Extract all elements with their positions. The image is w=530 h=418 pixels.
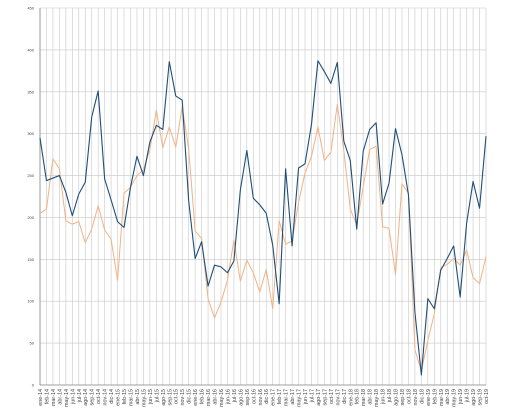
x-tick-label: oct-18: [406, 389, 412, 404]
x-tick-label: feb-19: [432, 389, 438, 404]
x-tick-labels: ene-14 feb-14 mar-14 abr-14 may-14 jun-14 jul-…: [38, 389, 490, 407]
y-tick-label: 100: [27, 299, 34, 304]
x-tick-label: mar-16: [206, 389, 212, 406]
x-tick-label: mar-14: [51, 389, 57, 406]
x-tick-label: dic-15: [187, 389, 193, 404]
x-tick-label: sep-15: [167, 389, 173, 405]
x-tick-label: may-17: [297, 389, 303, 407]
x-tick-label: ene-17: [271, 389, 277, 406]
x-tick-label: abr-19: [445, 389, 451, 405]
y-tick-label: 0: [32, 383, 35, 388]
x-tick-label: nov-18: [413, 389, 419, 405]
x-tick-label: jul-16: [232, 389, 238, 403]
axes: [39, 8, 486, 386]
x-tick-label: sep-17: [322, 389, 328, 405]
y-tick-labels: 0 50 100 150 200 250 300 350 400 450: [27, 6, 34, 388]
x-tick-label: dic-18: [419, 389, 425, 404]
x-tick-label: oct-19: [484, 389, 490, 404]
x-tick-label: jul-18: [387, 389, 393, 403]
x-tick-label: dic-14: [109, 389, 115, 404]
x-tick-label: ago-14: [83, 389, 89, 406]
x-tick-label: may-15: [141, 389, 147, 407]
x-tick-label: oct-14: [96, 389, 102, 404]
x-tick-label: abr-18: [368, 389, 374, 405]
x-tick-label: jun-14: [70, 389, 76, 405]
x-tick-label: feb-14: [44, 389, 50, 404]
x-tick-label: mar-17: [284, 389, 290, 406]
x-tick-label: abr-15: [135, 389, 141, 405]
x-tick-label: nov-17: [335, 389, 341, 405]
x-tick-label: ene-14: [38, 389, 44, 406]
x-tick-label: ago-16: [238, 389, 244, 406]
x-tick-label: ene-18: [348, 389, 354, 406]
x-tick-label: ene-16: [193, 389, 199, 406]
x-tick-label: ago-17: [316, 389, 322, 406]
x-tick-label: jun-19: [458, 389, 464, 405]
y-tick-label: 50: [30, 341, 35, 346]
y-tick-label: 450: [27, 6, 34, 11]
x-tick-label: mar-15: [128, 389, 134, 406]
x-tick-label: abr-14: [57, 389, 63, 405]
x-tick-label: may-16: [219, 389, 225, 407]
x-tick-label: feb-16: [200, 389, 206, 404]
x-tick-label: nov-15: [180, 389, 186, 405]
x-tick-label: oct-15: [174, 389, 180, 404]
x-tick-label: ago-19: [471, 389, 477, 406]
x-tick-label: mar-18: [361, 389, 367, 406]
y-tick-label: 150: [27, 257, 34, 262]
x-tick-label: feb-17: [277, 389, 283, 404]
x-tick-label: jul-14: [77, 389, 83, 403]
x-tick-label: ene-19: [426, 389, 432, 406]
horizontal-gridlines: [40, 7, 486, 386]
x-tick-label: nov-14: [103, 389, 109, 405]
x-tick-label: dic-17: [342, 389, 348, 404]
x-tick-label: jul-17: [309, 389, 315, 403]
x-tick-label: dic-16: [264, 389, 270, 404]
x-tick-label: nov-16: [258, 389, 264, 405]
y-tick-label: 200: [27, 215, 34, 220]
x-tick-label: abr-17: [290, 389, 296, 405]
x-tick-label: jun-15: [148, 389, 154, 405]
series-lines: [39, 60, 487, 376]
x-tick-label: ene-15: [116, 389, 122, 406]
x-tick-label: jul-19: [465, 389, 471, 403]
x-tick-label: oct-16: [251, 389, 257, 404]
x-tick-label: may-18: [374, 389, 380, 407]
x-tick-label: feb-15: [122, 389, 128, 404]
y-tick-label: 350: [27, 89, 34, 94]
x-tick-label: sep-16: [245, 389, 251, 405]
y-tick-label: 400: [27, 47, 34, 52]
x-tick-label: ago-18: [394, 389, 400, 406]
x-tick-label: sep-14: [90, 389, 96, 405]
x-tick-label: sep-19: [478, 389, 484, 405]
x-tick-label: oct-17: [329, 389, 335, 404]
x-tick-label: abr-16: [213, 389, 219, 405]
x-tick-label: sep-18: [400, 389, 406, 405]
x-tick-label: may-19: [452, 389, 458, 407]
x-tick-label: feb-18: [355, 389, 361, 404]
series-line-2: [39, 103, 487, 372]
x-tick-label: ago-15: [161, 389, 167, 406]
x-tick-label: jun-17: [303, 389, 309, 405]
vertical-gridlines: [39, 8, 487, 385]
y-tick-label: 250: [27, 173, 34, 178]
series-line-1: [39, 60, 487, 376]
x-tick-label: jul-15: [154, 389, 160, 403]
x-tick-label: jun-16: [225, 389, 231, 405]
x-tick-label: mar-19: [439, 389, 445, 406]
y-tick-label: 300: [27, 131, 34, 136]
x-tick-label: jun-18: [381, 389, 387, 405]
x-tick-label: may-14: [64, 389, 70, 407]
